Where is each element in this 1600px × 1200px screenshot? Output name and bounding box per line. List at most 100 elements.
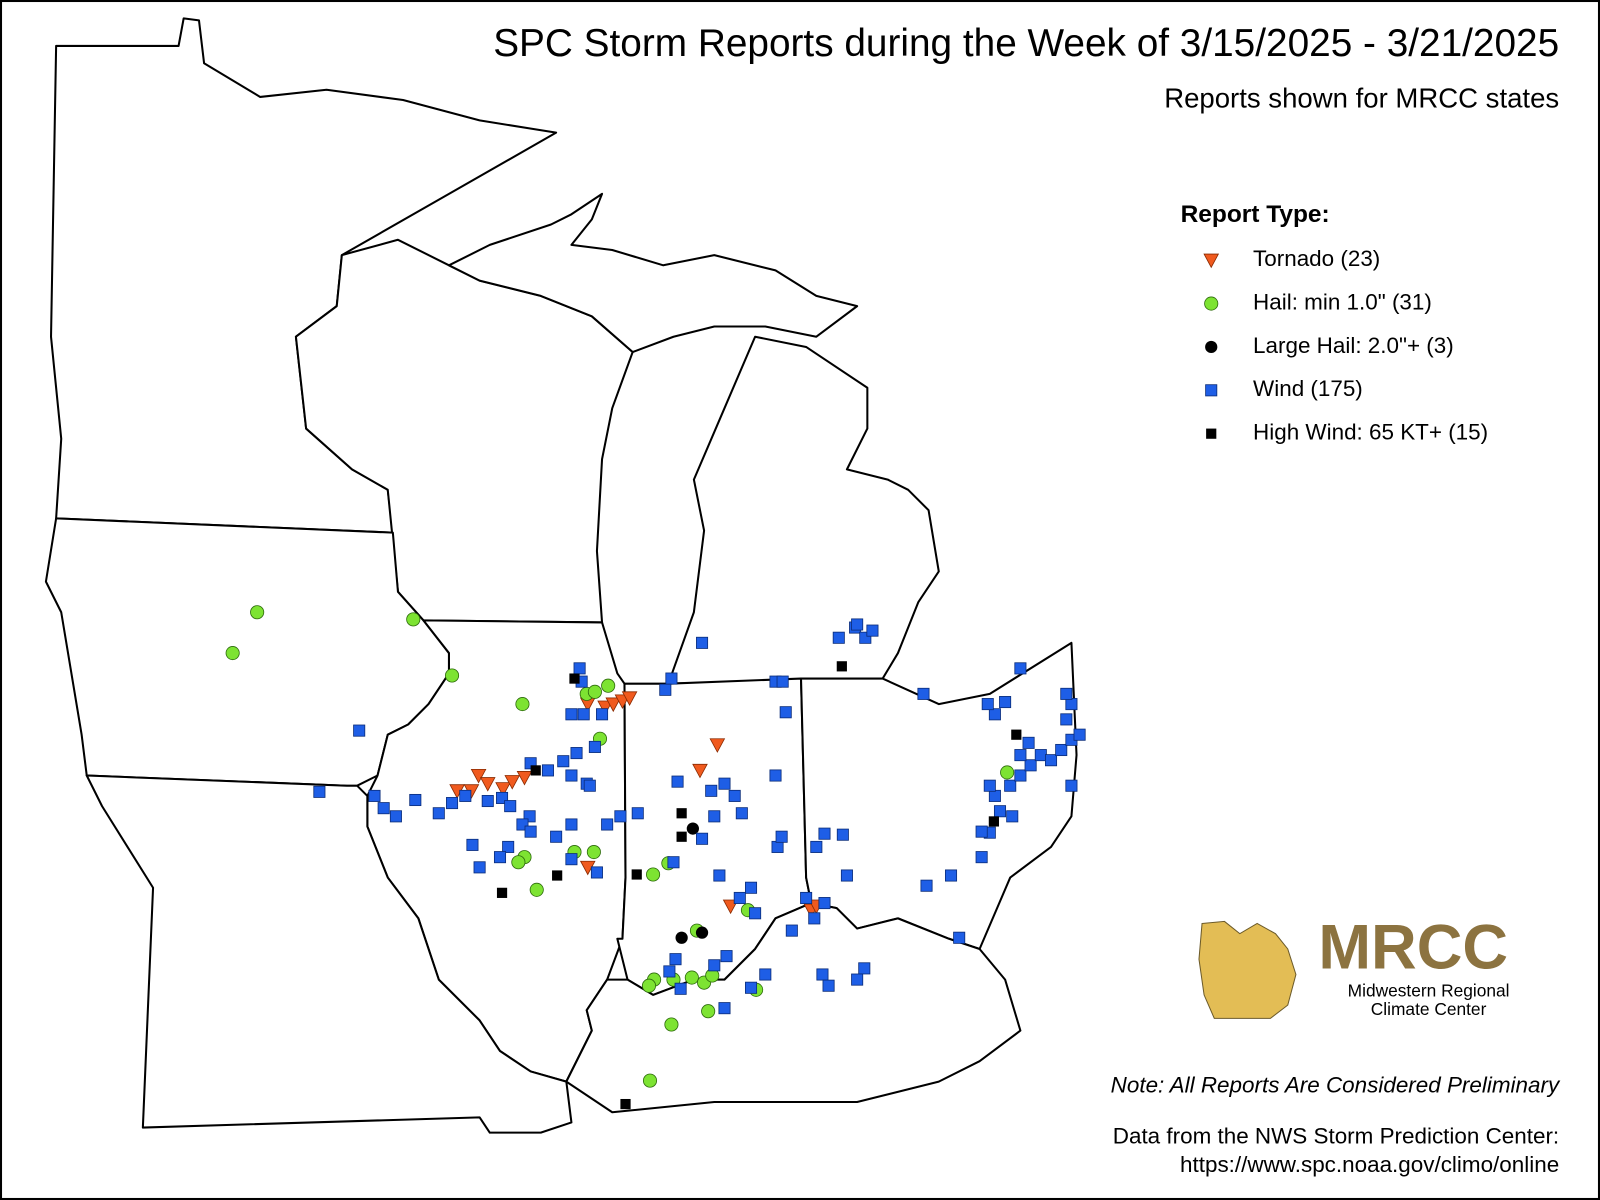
wind-marker [776,675,789,688]
wind-marker [769,769,782,782]
hail-marker [250,605,265,620]
hail-marker [511,855,526,870]
wind-marker [745,981,758,994]
hail-marker [684,970,699,985]
wind-marker [1060,687,1073,700]
tornado-marker [479,777,496,792]
wind-marker [836,828,849,841]
wind-marker [808,912,821,925]
hail-marker [515,697,530,712]
wind-marker [696,636,709,649]
tornado-marker [516,771,533,786]
wind-marker [981,698,994,711]
wind-marker [631,807,644,820]
wind-marker [446,797,459,810]
hail-marker [225,646,240,661]
wind-marker [1065,698,1078,711]
hail-marker [601,678,616,693]
wind-marker [502,840,515,853]
wind-marker [466,838,479,851]
wind-marker [713,869,726,882]
wind-marker [718,1002,731,1015]
hail-marker [664,1017,679,1032]
large-hail-marker [675,931,688,944]
wind-marker [720,950,733,963]
wind-marker [1014,769,1027,782]
wind-marker [785,924,798,937]
high-wind-marker [496,887,508,898]
wind-marker [669,953,682,966]
wind-marker [550,830,563,843]
wind-marker [745,881,758,894]
title: SPC Storm Reports during the Week of 3/1… [493,22,1559,65]
wind-marker [800,891,813,904]
wind-marker [674,982,687,995]
wind-marker [733,891,746,904]
wind-marker [851,618,864,631]
logo: MRCC Midwestern Regional Climate Center [1198,913,1509,1019]
wind-marker [565,769,578,782]
wind-marker [1024,759,1037,772]
high-wind-marker [530,765,541,776]
wind-marker [353,724,366,737]
wind-marker [541,764,554,777]
wind-marker [822,979,835,992]
wind-marker [516,818,529,831]
wind-marker [858,962,871,975]
logo-name: MRCC [1318,913,1508,983]
report-markers [225,605,1086,1110]
high-wind-marker [631,869,642,880]
wind-marker [504,800,517,813]
wind-marker [1034,749,1047,762]
wind-marker [590,866,603,879]
wind-marker [917,687,930,700]
hail-marker [529,882,544,897]
wind-marker [496,791,509,804]
subtitle: Reports shown for MRCC states [1164,82,1559,113]
wind-marker [583,779,596,792]
wind-marker [565,708,578,721]
legend-label: Large Hail: 2.0"+ (3) [1253,333,1454,358]
wind-marker [377,802,390,815]
wind-marker [614,810,627,823]
high-wind-marker [676,808,687,819]
wind-marker [696,832,709,845]
missouri [85,774,573,1134]
wind-marker [975,851,988,864]
large-hail-marker [695,926,709,939]
wind-marker [1006,810,1019,823]
wind-marker [473,861,486,874]
wind-marker [728,789,741,802]
wind-marker [432,807,445,820]
hail-marker [445,668,460,683]
wind-marker [557,755,570,768]
tornado-marker [504,775,521,790]
wind-marker [759,968,772,981]
high-wind-marker [620,1098,631,1110]
wind-marker [1014,662,1027,675]
tornado-marker [495,782,511,797]
wind-marker [667,856,680,869]
wind-marker [493,851,507,864]
wind-marker [1060,713,1073,726]
wind-marker [588,740,601,753]
wind-marker [816,968,829,981]
wind-marker [523,810,536,823]
wind-marker [1045,754,1058,767]
tornado-marker [605,697,622,713]
wind-marker [1055,743,1068,757]
large-hail-marker [686,822,699,835]
tornado-marker [1203,253,1220,269]
legend-label: Tornado (23) [1253,246,1380,271]
hail-marker [641,978,657,993]
hail-marker [586,845,601,860]
note: Note: All Reports Are Considered Prelimi… [1111,1073,1561,1098]
high-wind-marker [676,831,687,842]
wind-marker [409,793,422,807]
wind-marker [945,869,958,882]
wind-marker [920,879,933,892]
high-wind-marker [1011,729,1022,740]
logo-map [1198,920,1297,1019]
high-wind-marker [836,661,847,672]
